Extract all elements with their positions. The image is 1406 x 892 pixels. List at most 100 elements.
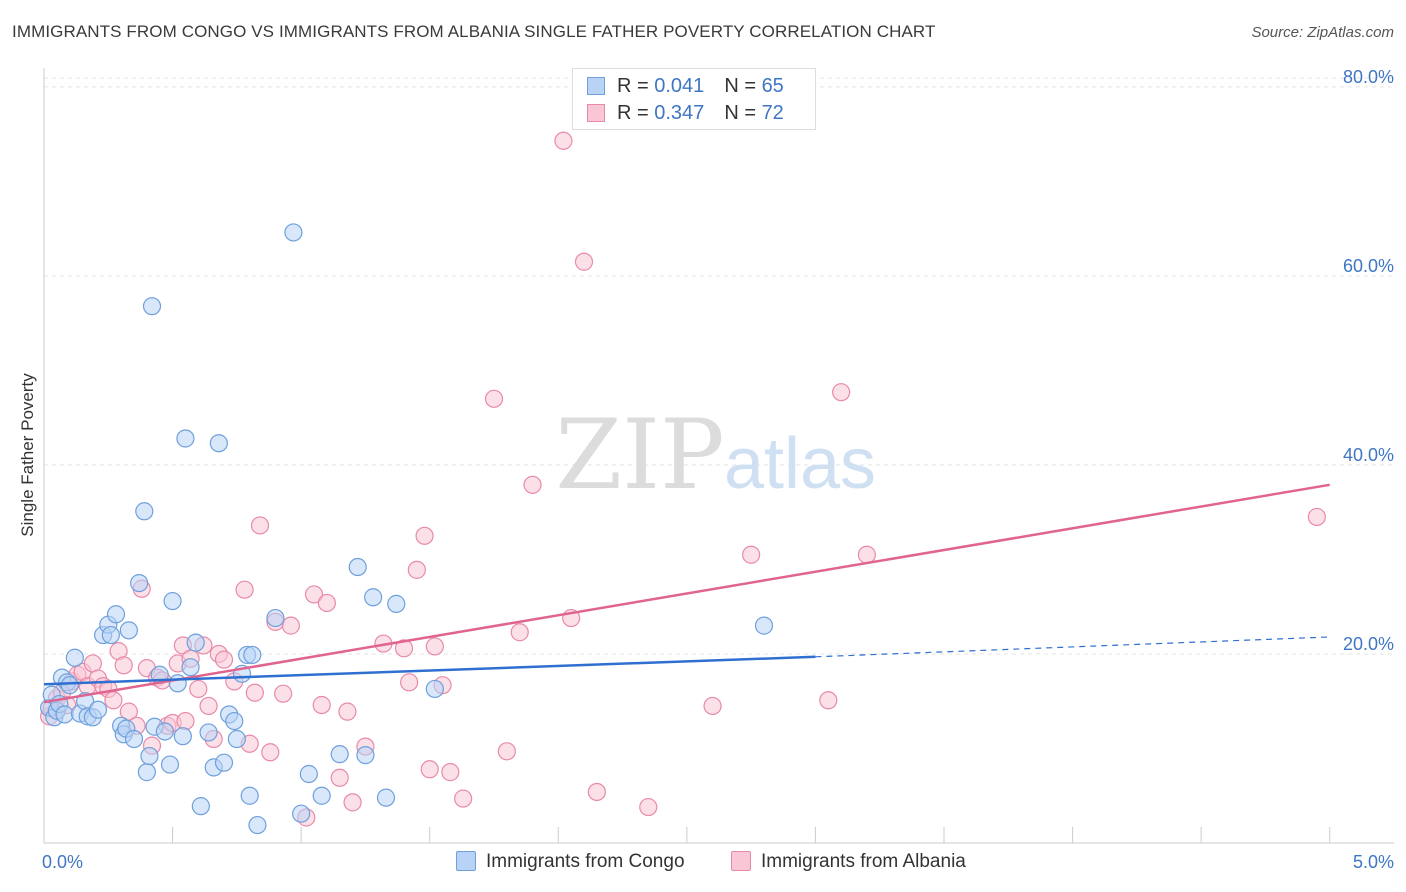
congo-point xyxy=(284,223,303,242)
legend-albania-n-value: 72 xyxy=(761,102,784,124)
grid-lines xyxy=(44,77,1394,655)
y-tick-label: 20.0% xyxy=(1342,633,1394,654)
albania-point xyxy=(510,623,529,642)
legend-congo-r-value: 0.041 xyxy=(654,75,705,97)
albania-point xyxy=(245,683,264,702)
bottom-legend-swatch-congo xyxy=(456,851,476,871)
congo-point xyxy=(176,429,195,448)
source-label: Source: ZipAtlas.com xyxy=(1251,24,1394,41)
albania-point xyxy=(1307,507,1326,527)
congo-point xyxy=(186,633,205,652)
watermark: ZIP atlas xyxy=(555,399,876,511)
congo-point xyxy=(60,676,79,695)
chart-title: IMMIGRANTS FROM CONGO VS IMMIGRANTS FROM… xyxy=(12,22,936,41)
congo-point xyxy=(299,764,318,784)
albania-point xyxy=(104,691,123,710)
congo-point xyxy=(266,608,285,628)
bottom-legend-congo-label: Immigrants from Congo xyxy=(486,851,685,872)
congo-point xyxy=(364,588,383,607)
albania-point xyxy=(176,711,195,731)
congo-point xyxy=(106,605,126,624)
albania-point xyxy=(214,650,234,669)
congo-point xyxy=(137,763,156,782)
congo-point xyxy=(376,788,396,807)
congo-point xyxy=(248,815,267,835)
albania-point xyxy=(574,252,594,271)
albania-point xyxy=(587,782,606,802)
congo-point xyxy=(173,727,192,746)
legend-albania-r-value: 0.347 xyxy=(654,102,705,124)
x-tick-max: 5.0% xyxy=(1352,852,1394,872)
y-tick-label: 60.0% xyxy=(1342,255,1394,276)
congo-point xyxy=(214,753,234,772)
albania-point xyxy=(281,616,300,635)
albania-point xyxy=(274,684,293,703)
congo-point xyxy=(292,804,311,823)
albania-point xyxy=(199,696,218,716)
albania-point xyxy=(304,585,324,604)
albania-point xyxy=(857,545,876,564)
series-congo-points xyxy=(40,223,774,835)
congo-point xyxy=(225,711,244,731)
congo-point xyxy=(312,786,331,805)
watermark-zip: ZIP xyxy=(555,399,724,511)
congo-point xyxy=(348,557,367,577)
congo-point xyxy=(356,746,375,765)
albania-point xyxy=(394,639,414,658)
legend-swatch-albania xyxy=(587,104,605,122)
albania-point xyxy=(312,695,331,715)
legend-swatch-congo xyxy=(587,77,605,95)
congo-trend-line xyxy=(43,655,816,686)
correlation-legend: R = 0.041 N = 65 R = 0.347 N = 72 xyxy=(572,68,816,130)
albania-point xyxy=(484,389,504,408)
congo-point xyxy=(227,729,246,749)
albania-point xyxy=(83,654,102,673)
albania-point xyxy=(343,793,362,812)
legend-congo-n-value: 65 xyxy=(761,75,784,97)
congo-point xyxy=(240,786,259,805)
albania-point xyxy=(425,637,444,656)
bottom-legend-albania: Immigrants from Albania xyxy=(731,851,966,873)
watermark-atlas: atlas xyxy=(724,424,876,504)
congo-point xyxy=(163,591,182,611)
bottom-legend-congo: Immigrants from Congo xyxy=(456,851,685,873)
albania-point xyxy=(454,789,473,808)
congo-point xyxy=(65,648,84,667)
congo-point xyxy=(181,658,200,677)
albania-point xyxy=(338,702,357,721)
legend-congo-n-label: N = xyxy=(724,75,762,97)
congo-trend-extension xyxy=(815,636,1330,658)
congo-point xyxy=(199,723,218,742)
albania-trend-line xyxy=(43,483,1330,704)
congo-point xyxy=(160,755,180,774)
y-tick-label: 40.0% xyxy=(1342,444,1394,465)
bottom-legend-swatch-albania xyxy=(731,851,751,871)
congo-point xyxy=(101,625,120,645)
legend-congo-r-label: R = xyxy=(617,75,655,97)
albania-point xyxy=(819,691,838,710)
albania-point xyxy=(832,383,851,402)
congo-point xyxy=(387,594,406,613)
congo-point xyxy=(88,700,108,719)
albania-point xyxy=(235,580,254,599)
albania-point xyxy=(523,475,542,494)
congo-point xyxy=(142,297,162,316)
albania-point xyxy=(400,673,419,692)
legend-row-albania: R = 0.347 N = 72 xyxy=(587,102,784,124)
albania-point xyxy=(554,131,573,150)
legend-albania-r-label: R = xyxy=(617,102,655,124)
congo-point xyxy=(135,502,154,521)
bottom-legend-albania-label: Immigrants from Albania xyxy=(761,851,966,872)
y-axis-label: Single Father Poverty xyxy=(18,373,37,537)
congo-point xyxy=(130,573,149,593)
albania-point xyxy=(497,742,516,761)
albania-point xyxy=(330,768,349,787)
albania-point xyxy=(250,516,270,535)
albania-point xyxy=(420,760,439,779)
congo-point xyxy=(191,797,210,816)
x-tick-min: 0.0% xyxy=(42,852,84,872)
congo-point xyxy=(209,434,228,453)
albania-point xyxy=(407,560,426,579)
congo-point xyxy=(155,722,174,741)
